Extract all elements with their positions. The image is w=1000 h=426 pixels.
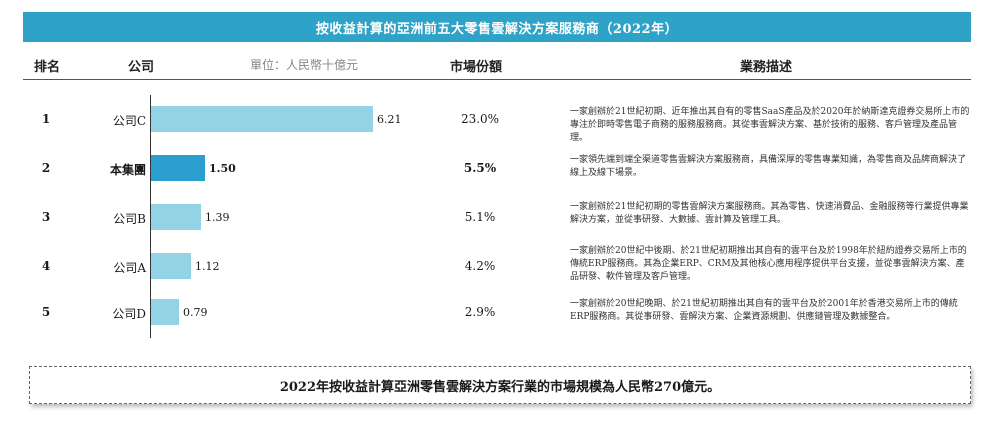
table-row: 5 公司D 0.79 2.9% xyxy=(0,297,1000,327)
market-share: 5.1% xyxy=(464,210,496,224)
rank-number: 2 xyxy=(41,161,51,175)
bar-value-label: 1.12 xyxy=(195,260,220,273)
chart-title: 按收益計算的亞洲前五大零售雲解決方案服務商（2022年） xyxy=(23,12,971,42)
market-size-note: 2022年按收益計算亞洲零售雲解決方案行業的市場規模為人民幣270億元。 xyxy=(29,366,971,404)
bar-value-label: 1.50 xyxy=(209,162,236,175)
bar-mark xyxy=(151,253,191,279)
bar-mark xyxy=(151,204,201,230)
market-share: 23.0% xyxy=(460,112,500,126)
market-share: 5.5% xyxy=(463,161,497,175)
business-description: 一家創辦於20世紀中後期、於21世紀初期推出其自有的雲平台及於1998年於紐約證… xyxy=(570,246,967,282)
header-business: 業務描述 xyxy=(740,60,793,75)
bar-mark xyxy=(151,299,179,325)
bar-value-label: 0.79 xyxy=(183,306,208,319)
bar-mark xyxy=(151,155,205,181)
company-name: 公司D xyxy=(112,307,146,321)
rank-number: 4 xyxy=(41,259,51,273)
table-row: 3 公司B 1.39 5.1% xyxy=(0,202,1000,232)
market-share: 4.2% xyxy=(464,259,496,273)
company-name: 公司B xyxy=(113,212,146,226)
business-description: 一家領先端到端全渠道零售雲解決方案服務商，具備深厚的零售專業知識，為零售商及品牌… xyxy=(570,155,967,178)
bar-value-label: 6.21 xyxy=(377,113,402,126)
bar-value-label: 1.39 xyxy=(205,211,230,224)
company-name: 公司C xyxy=(112,114,146,128)
table-row: 1 公司C 6.21 23.0% xyxy=(0,104,1000,134)
company-name: 公司A xyxy=(113,261,146,275)
table-row: 2 本集團 1.50 5.5% xyxy=(0,153,1000,183)
header-share: 市場份額 xyxy=(450,60,503,75)
header-divider xyxy=(23,79,971,80)
business-description: 一家創辦於21世紀初期的零售雲解決方案服務商。其為零售、快速消費品、金融服務等行… xyxy=(570,202,969,225)
rank-number: 1 xyxy=(41,112,51,126)
rank-number: 5 xyxy=(41,305,51,319)
bar-axis xyxy=(150,95,151,338)
table-row: 4 公司A 1.12 4.2% xyxy=(0,251,1000,281)
header-unit: 單位：人民幣十億元 xyxy=(250,58,359,72)
business-description: 一家創辦於21世紀初期、近年推出其自有的零售SaaS產品及於2020年於納斯達克… xyxy=(570,107,970,143)
header-rank: 排名 xyxy=(34,60,61,75)
header-company: 公司 xyxy=(128,60,155,75)
rank-number: 3 xyxy=(41,210,51,224)
company-name: 本集團 xyxy=(109,163,146,177)
business-description: 一家創辦於20世紀晚期、於21世紀初期推出其自有的雲平台及於2001年於香港交易… xyxy=(570,299,958,322)
table-header: 排名 公司 單位：人民幣十億元 市場份額 業務描述 xyxy=(0,56,1000,78)
market-share: 2.9% xyxy=(464,305,496,319)
bar-mark xyxy=(151,106,373,132)
